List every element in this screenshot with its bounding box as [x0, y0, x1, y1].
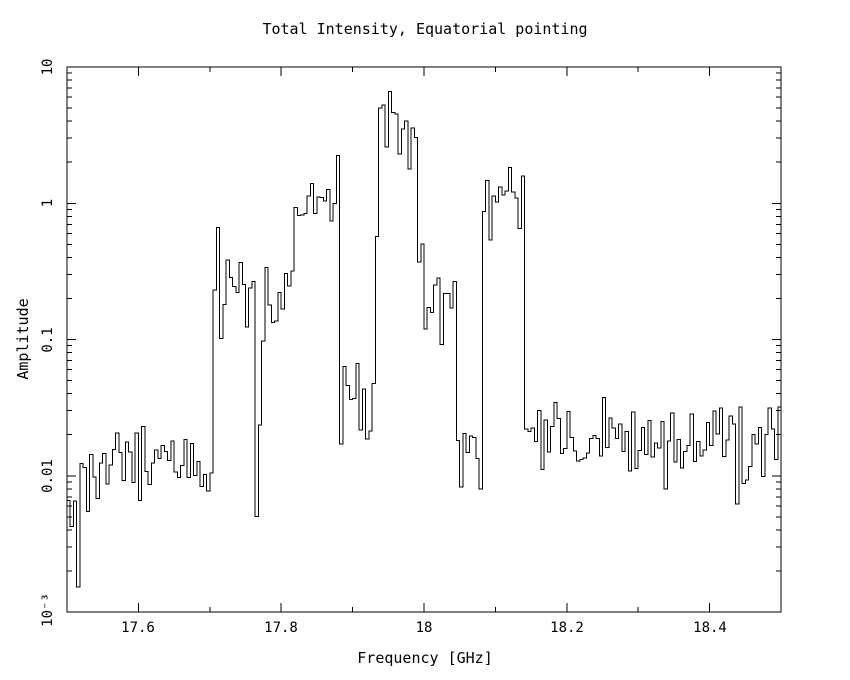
- y-tick-label-1: 1: [40, 198, 56, 208]
- minor-ticks: [67, 67, 781, 612]
- x-tick-label-18: 18: [415, 620, 433, 636]
- x-tick-label-18-2: 18.2: [550, 620, 584, 636]
- x-tick-label-18-4: 18.4: [693, 620, 727, 636]
- chart-title: Total Intensity, Equatorial pointing: [262, 20, 588, 38]
- x-axis-label: Frequency [GHz]: [357, 649, 493, 667]
- y-axis-label: Amplitude: [14, 298, 32, 380]
- spectrum-trace: [67, 91, 781, 588]
- y-tick-label-1e-3: 10⁻³: [40, 593, 56, 627]
- y-tick-label-0-1: 0.1: [40, 327, 56, 353]
- x-tick-label-17-8: 17.8: [264, 620, 298, 636]
- y-tick-label-0-01: 0.01: [40, 459, 56, 493]
- major-ticks: [67, 66, 781, 613]
- plot-box: [66, 66, 782, 613]
- y-tick-label-10: 10: [40, 58, 56, 76]
- x-tick-label-17-6: 17.6: [121, 620, 155, 636]
